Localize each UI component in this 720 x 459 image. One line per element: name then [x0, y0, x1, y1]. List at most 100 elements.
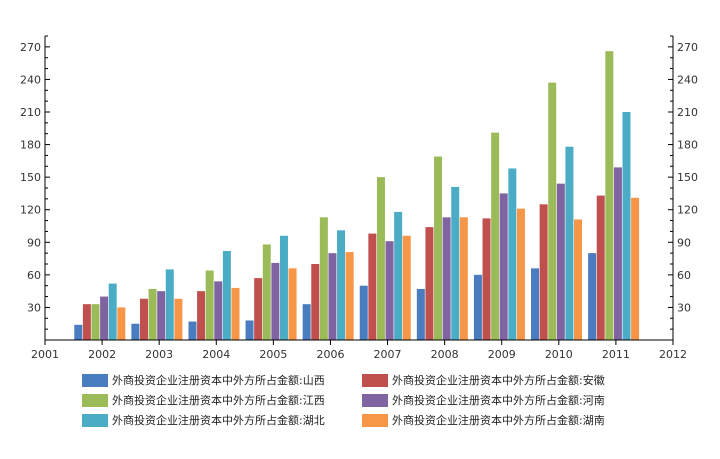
bar-2011-series-1: [597, 196, 605, 340]
bar-2005-series-5: [289, 268, 297, 340]
bar-2007-series-0: [360, 286, 368, 340]
y-tick-label-right: 180: [677, 139, 698, 152]
x-tick-label: 2004: [202, 348, 230, 361]
bar-2005-series-4: [280, 236, 288, 340]
bar-2008-series-4: [451, 187, 459, 340]
legend-label: 外商投资企业注册资本中外方所占金额:湖北: [112, 412, 325, 428]
legend-label: 外商投资企业注册资本中外方所占金额:河南: [392, 392, 605, 408]
bar-2007-series-2: [377, 177, 385, 340]
bar-2009-series-3: [500, 193, 508, 340]
legend-item: 外商投资企业注册资本中外方所占金额:安徽: [362, 372, 605, 388]
bar-2004-series-1: [197, 291, 205, 340]
bar-2007-series-4: [394, 212, 402, 340]
legend-item: 外商投资企业注册资本中外方所占金额:山西: [82, 372, 325, 388]
legend-swatch: [362, 414, 388, 427]
bar-2010-series-5: [574, 219, 582, 340]
bar-2003-series-3: [157, 291, 165, 340]
bar-2008-series-3: [443, 217, 451, 340]
legend-item: 外商投资企业注册资本中外方所占金额:湖南: [362, 412, 605, 428]
legend-label: 外商投资企业注册资本中外方所占金额:湖南: [392, 412, 605, 428]
y-tick-label-right: 270: [677, 41, 698, 54]
y-tick-label-left: 210: [20, 106, 41, 119]
y-tick-label-right: 30: [677, 301, 691, 314]
y-tick-label-right: 240: [677, 73, 698, 86]
bar-2003-series-0: [131, 324, 139, 340]
bar-2009-series-5: [517, 209, 525, 340]
bar-2010-series-3: [557, 184, 565, 340]
y-tick-label-left: 90: [27, 236, 41, 249]
bar-2006-series-3: [328, 253, 336, 340]
bar-2005-series-0: [246, 320, 254, 340]
bar-2003-series-4: [166, 269, 174, 340]
x-tick-label: 2012: [659, 348, 687, 361]
y-tick-label-left: 30: [27, 301, 41, 314]
bar-2002-series-3: [100, 297, 108, 340]
bar-2009-series-4: [508, 168, 516, 340]
y-tick-label-left: 180: [20, 139, 41, 152]
bar-2004-series-5: [231, 288, 239, 340]
bar-2010-series-0: [531, 268, 539, 340]
bar-2005-series-3: [271, 263, 279, 340]
bar-2006-series-2: [320, 217, 328, 340]
legend-item: 外商投资企业注册资本中外方所占金额:河南: [362, 392, 605, 408]
y-tick-label-left: 60: [27, 269, 41, 282]
bar-2002-series-1: [83, 304, 91, 340]
legend-label: 外商投资企业注册资本中外方所占金额:江西: [112, 392, 325, 408]
bar-2007-series-3: [386, 241, 394, 340]
bar-2009-series-1: [483, 218, 491, 340]
bar-2004-series-3: [214, 281, 222, 340]
y-tick-label-left: 240: [20, 73, 41, 86]
legend-label: 外商投资企业注册资本中外方所占金额:安徽: [392, 372, 605, 388]
bar-2009-series-0: [474, 275, 482, 340]
y-tick-label-right: 210: [677, 106, 698, 119]
bar-2008-series-2: [434, 157, 442, 340]
y-tick-label-left: 150: [20, 171, 41, 184]
bar-2007-series-1: [368, 234, 376, 340]
legend-item: 外商投资企业注册资本中外方所占金额:湖北: [82, 412, 325, 428]
bar-2008-series-1: [425, 227, 433, 340]
bar-2002-series-5: [117, 307, 125, 340]
bar-2010-series-4: [565, 147, 573, 340]
bar-2002-series-0: [74, 325, 82, 340]
legend-item: 外商投资企业注册资本中外方所占金额:江西: [82, 392, 325, 408]
bar-2006-series-5: [346, 252, 354, 340]
bar-2006-series-1: [311, 264, 319, 340]
x-tick-label: 2007: [374, 348, 402, 361]
bar-2011-series-0: [588, 253, 596, 340]
bar-2003-series-1: [140, 299, 148, 340]
x-tick-label: 2003: [145, 348, 173, 361]
bar-2007-series-5: [403, 236, 411, 340]
bar-2008-series-0: [417, 289, 425, 340]
bar-2004-series-0: [188, 322, 196, 340]
x-tick-label: 2002: [88, 348, 116, 361]
bars-layer: [74, 51, 639, 340]
bar-2011-series-4: [623, 112, 631, 340]
x-tick-label: 2008: [431, 348, 459, 361]
bar-2002-series-2: [91, 304, 99, 340]
bar-2008-series-5: [460, 217, 468, 340]
legend-swatch: [82, 414, 108, 427]
y-tick-label-left: 120: [20, 204, 41, 217]
bar-2009-series-2: [491, 133, 499, 340]
y-tick-label-right: 150: [677, 171, 698, 184]
bar-2011-series-5: [631, 198, 639, 340]
y-tick-label-right: 60: [677, 269, 691, 282]
bar-2010-series-1: [540, 204, 548, 340]
legend-swatch: [82, 374, 108, 387]
x-tick-label: 2006: [316, 348, 344, 361]
legend-swatch: [362, 394, 388, 407]
bar-2010-series-2: [548, 83, 556, 340]
x-tick-label: 2005: [259, 348, 287, 361]
bar-2011-series-2: [605, 51, 613, 340]
bar-2004-series-4: [223, 251, 231, 340]
bar-2006-series-0: [303, 304, 311, 340]
x-tick-label: 2001: [31, 348, 59, 361]
y-tick-label-right: 120: [677, 204, 698, 217]
bar-2003-series-2: [149, 289, 157, 340]
legend-swatch: [362, 374, 388, 387]
x-tick-label: 2011: [602, 348, 630, 361]
y-tick-label-right: 90: [677, 236, 691, 249]
bar-2005-series-2: [263, 244, 271, 340]
bar-2002-series-4: [109, 284, 117, 340]
